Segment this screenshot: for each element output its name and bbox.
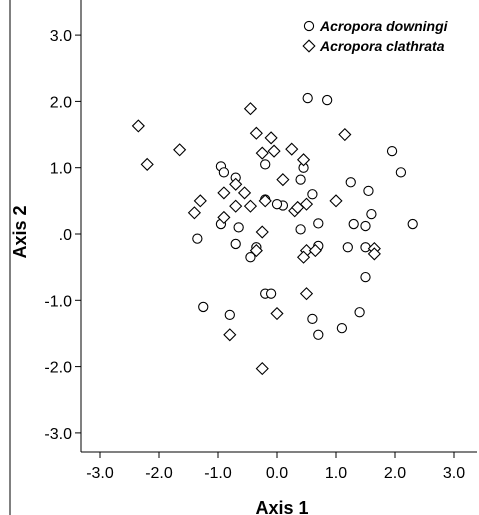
data-point-diamond [140, 157, 154, 171]
x-tick-label: 3.0 [443, 465, 465, 482]
y-tick-label: 1.0 [50, 161, 72, 178]
y-axis-ticks: 3.0 2.0 1.0 .0 -1.0 -2.0 -3.0 [44, 28, 81, 443]
data-point-circle [395, 167, 407, 178]
data-point-circle [233, 222, 244, 233]
data-point-circle [302, 92, 313, 104]
data-point-circle [363, 185, 374, 197]
data-point-diamond [258, 194, 272, 208]
data-point-diamond [338, 127, 352, 142]
data-point-circle [360, 271, 371, 283]
data-point-circle [192, 233, 203, 244]
x-tick-label: 2.0 [384, 465, 406, 482]
data-point-diamond [243, 102, 258, 116]
legend-label: Acropora downingi [319, 18, 449, 34]
data-point-diamond [329, 194, 343, 208]
data-point-circle [366, 208, 377, 220]
data-point-diamond [131, 119, 145, 133]
data-point-diamond [276, 173, 290, 187]
y-axis-title: Axis 2 [10, 205, 30, 258]
y-tick-label: -2.0 [44, 360, 72, 377]
legend-marker-diamond [302, 39, 316, 53]
data-point-diamond [367, 247, 381, 261]
data-point-diamond [255, 225, 269, 239]
data-point-circle [342, 242, 353, 253]
x-tick-label: -3.0 [86, 465, 114, 482]
data-point-circle [307, 313, 318, 325]
data-point-diamond [255, 362, 269, 376]
y-tick-label: 2.0 [50, 94, 72, 111]
data-point-circle [218, 167, 230, 178]
data-point-circle [198, 301, 209, 313]
x-tick-label: -1.0 [204, 465, 232, 482]
data-point-diamond [193, 194, 207, 208]
data-point-circle [307, 189, 318, 200]
data-point-diamond [229, 199, 243, 213]
data-point-diamond [299, 197, 314, 211]
data-point-circle [245, 252, 256, 263]
data-point-circle [360, 220, 371, 232]
y-tick-label: -1.0 [44, 293, 72, 310]
data-point-diamond [229, 177, 243, 191]
data-point-circle [265, 288, 277, 299]
data-point-circle [345, 177, 356, 188]
data-point-diamond [187, 206, 201, 220]
data-point-diamond [237, 186, 252, 200]
data-point-diamond [217, 210, 231, 225]
data-point-circle [295, 224, 306, 235]
data-point-diamond [173, 143, 187, 157]
data-point-circle [260, 159, 271, 170]
data-point-circle [354, 307, 365, 318]
data-point-diamond [270, 306, 284, 321]
x-tick-label: 1.0 [325, 465, 347, 482]
y-tick-label: 3.0 [50, 28, 72, 45]
data-point-circle [386, 145, 398, 157]
data-point-circle [313, 329, 324, 340]
x-tick-label: 0.0 [266, 465, 288, 482]
data-point-diamond [255, 146, 269, 160]
x-axis-title: Axis 1 [255, 498, 308, 515]
data-point-circle [321, 94, 333, 106]
data-point-circle [360, 242, 371, 253]
data-point-diamond [223, 328, 237, 342]
data-point-diamond [267, 144, 281, 158]
data-point-circle [224, 309, 235, 321]
data-point-circle [336, 322, 348, 334]
data-point-circle [271, 199, 283, 210]
data-point-diamond [264, 131, 278, 145]
legend-marker-circle [303, 20, 315, 32]
data-point-circle [295, 174, 306, 185]
x-axis-ticks: -3.0 -2.0 -1.0 0.0 1.0 2.0 3.0 [86, 452, 465, 482]
data-point-diamond [285, 142, 299, 156]
data-point-diamond [299, 287, 314, 301]
data-points [131, 92, 418, 376]
data-point-diamond [296, 250, 311, 264]
legend-label: Acropora clathrata [319, 38, 445, 54]
data-point-circle [230, 238, 241, 250]
y-tick-label: -3.0 [44, 426, 72, 443]
series-acropora-clathrata [131, 102, 381, 376]
x-tick-label: -2.0 [145, 465, 173, 482]
plot-frame [9, 0, 477, 515]
data-point-diamond [243, 199, 258, 213]
legend: Acropora downingi Acropora clathrata [302, 18, 449, 54]
data-point-diamond [296, 153, 311, 167]
data-point-diamond [249, 243, 263, 258]
data-point-circle [313, 218, 324, 229]
data-point-diamond [217, 186, 231, 200]
data-point-circle [348, 218, 359, 230]
y-tick-label: .0 [59, 227, 72, 244]
data-point-diamond [308, 243, 322, 258]
data-point-circle [407, 218, 418, 230]
data-point-diamond [249, 126, 263, 140]
